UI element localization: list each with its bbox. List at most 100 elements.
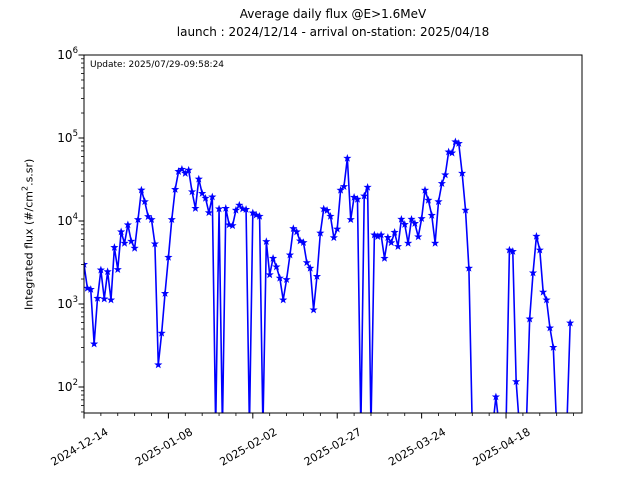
data-point-marker <box>100 294 109 303</box>
data-point-marker <box>194 174 203 183</box>
data-point-marker <box>437 179 446 187</box>
data-point-marker <box>84 283 92 292</box>
data-point-marker <box>130 243 139 252</box>
data-point-marker <box>373 232 382 240</box>
data-point-marker <box>113 265 122 274</box>
data-point-marker <box>117 227 126 236</box>
data-point-marker <box>140 197 149 206</box>
y-axis-label-prefix: Integrated flux (#/cm <box>22 191 36 311</box>
data-point-marker <box>508 247 517 255</box>
plot-border <box>83 54 583 414</box>
x-tick-label: 2025-02-02 <box>217 425 279 468</box>
data-point-marker <box>319 204 328 213</box>
data-point-marker <box>120 238 129 247</box>
data-point-marker <box>444 147 453 156</box>
data-point-marker <box>292 227 301 236</box>
data-point-marker <box>512 377 521 386</box>
data-point-marker <box>201 193 210 202</box>
x-tick-label: 2025-02-27 <box>302 425 364 468</box>
data-point-marker <box>279 295 288 304</box>
data-point-marker <box>566 318 575 327</box>
data-point-marker <box>110 243 119 251</box>
y-tick-label: 105 <box>57 129 78 145</box>
data-point-marker <box>302 258 311 267</box>
data-point-marker <box>268 254 278 262</box>
data-point-marker <box>539 287 548 296</box>
data-point-marker <box>410 219 419 227</box>
data-point-marker <box>528 268 538 277</box>
data-point-marker <box>458 168 467 177</box>
chart-subtitle: launch : 2024/12/14 - arrival on-station… <box>176 25 490 39</box>
data-point-marker <box>84 260 89 268</box>
data-point-marker <box>346 215 355 224</box>
data-point-marker <box>285 250 295 259</box>
data-point-marker <box>353 194 362 203</box>
data-point-marker <box>96 265 105 274</box>
data-point-marker <box>525 314 534 323</box>
data-point-marker <box>208 192 217 201</box>
data-point-marker <box>123 220 132 229</box>
data-point-marker <box>181 169 190 177</box>
data-point-marker <box>377 230 386 239</box>
data-point-marker <box>252 210 261 219</box>
data-point-marker <box>214 204 224 213</box>
data-point-marker <box>154 360 163 369</box>
data-point-marker <box>137 185 146 194</box>
data-point-marker <box>326 211 335 220</box>
data-point-marker <box>542 295 551 304</box>
data-point-marker <box>164 253 173 261</box>
data-point-marker <box>228 221 237 230</box>
data-point-marker <box>393 242 403 250</box>
data-point-marker <box>177 164 186 173</box>
data-point-marker <box>133 215 143 224</box>
data-point-marker <box>380 254 389 262</box>
data-point-marker <box>323 206 332 214</box>
data-point-marker <box>549 343 558 351</box>
data-point-marker <box>404 238 413 247</box>
flux-series <box>84 137 575 413</box>
data-point-marker <box>447 148 457 157</box>
data-point-marker <box>461 205 470 214</box>
x-tick-label: 2025-03-24 <box>386 425 448 468</box>
data-point-marker <box>204 208 214 217</box>
data-point-marker <box>336 185 345 194</box>
data-point-marker <box>174 167 183 175</box>
data-point-marker <box>309 305 318 314</box>
data-point-marker <box>333 224 342 233</box>
data-point-marker <box>160 289 170 297</box>
data-point-marker <box>241 205 251 213</box>
data-point-marker <box>272 262 281 271</box>
data-point-marker <box>191 204 200 212</box>
data-point-marker <box>387 238 396 247</box>
data-point-marker <box>90 339 99 348</box>
data-point-marker <box>343 153 352 162</box>
data-point-marker <box>86 285 95 293</box>
data-point-marker <box>295 236 305 245</box>
data-point-marker <box>184 165 193 174</box>
y-tick-label: 103 <box>57 295 78 311</box>
data-point-marker <box>262 237 271 246</box>
data-point-marker <box>383 233 392 241</box>
data-point-marker <box>397 214 406 223</box>
data-point-marker <box>424 195 433 204</box>
data-point-marker <box>282 275 291 284</box>
y-axis-label: Integrated flux (#/cm2.s.sr) <box>21 54 36 414</box>
data-point-marker <box>299 238 308 247</box>
data-point-marker <box>339 182 349 191</box>
data-point-marker <box>464 263 473 272</box>
y-tick-label: 106 <box>57 46 78 62</box>
data-point-marker <box>532 231 541 240</box>
data-point-marker <box>390 228 399 236</box>
data-point-marker <box>106 295 116 304</box>
data-point-marker <box>221 204 230 212</box>
data-point-marker <box>427 211 436 219</box>
data-point-marker <box>360 191 369 200</box>
data-point-marker <box>420 185 430 194</box>
x-tick-label: 2025-01-08 <box>133 425 195 468</box>
data-point-marker <box>434 197 443 206</box>
data-point-marker <box>417 214 426 223</box>
data-point-marker <box>350 193 359 201</box>
data-point-marker <box>167 215 176 224</box>
